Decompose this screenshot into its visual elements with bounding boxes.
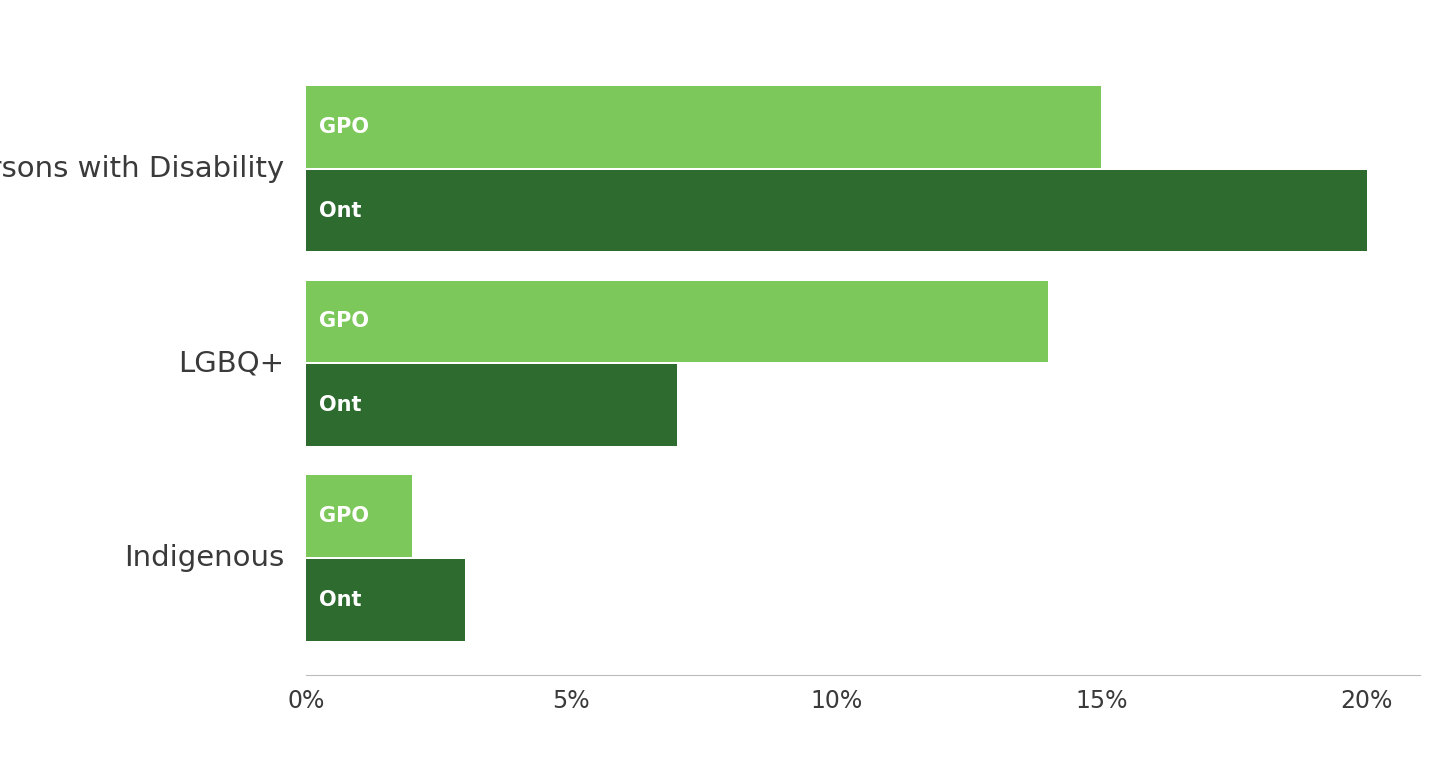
Text: Persons with Disability: Persons with Disability bbox=[0, 155, 284, 183]
Text: Ont: Ont bbox=[319, 201, 361, 221]
Text: Ont: Ont bbox=[319, 395, 361, 415]
Bar bbox=[306, 475, 412, 557]
Bar bbox=[306, 86, 1101, 168]
Text: Ont: Ont bbox=[319, 590, 361, 609]
Bar bbox=[306, 170, 1367, 252]
Bar bbox=[306, 280, 1048, 362]
Text: GPO: GPO bbox=[319, 312, 368, 331]
Text: GPO: GPO bbox=[319, 506, 368, 526]
Text: Indigenous: Indigenous bbox=[124, 544, 284, 572]
Bar bbox=[306, 365, 677, 446]
Text: LGBQ+: LGBQ+ bbox=[179, 349, 284, 377]
Text: GPO: GPO bbox=[319, 117, 368, 137]
Bar bbox=[306, 559, 464, 641]
